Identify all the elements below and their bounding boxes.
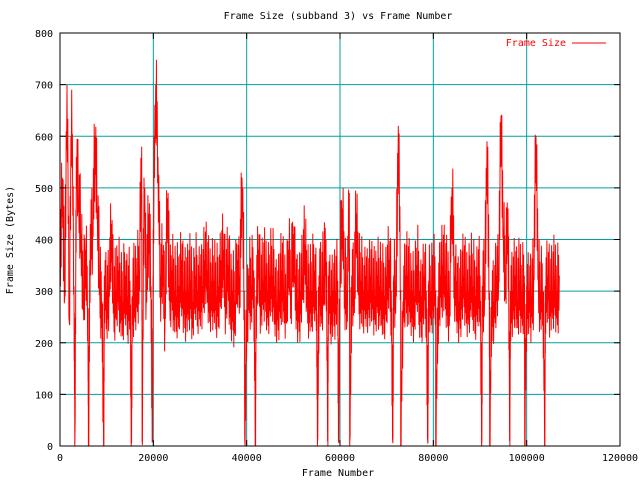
x-axis-label: Frame Number xyxy=(302,468,374,479)
y-tick-label: 300 xyxy=(35,287,53,298)
chart-title: Frame Size (subband 3) vs Frame Number xyxy=(224,11,453,22)
y-tick-label: 400 xyxy=(35,236,53,247)
y-tick-label: 800 xyxy=(35,29,53,40)
y-tick-label: 200 xyxy=(35,339,53,350)
legend: Frame Size xyxy=(506,38,606,49)
series-layer xyxy=(59,59,560,447)
tick-layer: 0 20000 40000 60000 80000 100000 120000 0 100 200… xyxy=(35,29,638,464)
x-tick-label: 40000 xyxy=(232,453,262,464)
y-tick-label: 0 xyxy=(47,442,53,453)
y-tick-label: 600 xyxy=(35,132,53,143)
x-tick-label: 100000 xyxy=(509,453,545,464)
x-tick-label: 0 xyxy=(57,453,63,464)
x-tick-label: 120000 xyxy=(602,453,638,464)
series-line-frame-size xyxy=(59,59,560,447)
legend-label-frame-size: Frame Size xyxy=(506,38,566,49)
x-tick-label: 20000 xyxy=(138,453,168,464)
y-tick-label: 500 xyxy=(35,184,53,195)
x-tick-label: 80000 xyxy=(418,453,448,464)
x-tick-label: 60000 xyxy=(325,453,355,464)
y-tick-label: 700 xyxy=(35,81,53,92)
y-tick-label: 100 xyxy=(35,390,53,401)
y-axis-label: Frame Size (Bytes) xyxy=(5,186,16,294)
